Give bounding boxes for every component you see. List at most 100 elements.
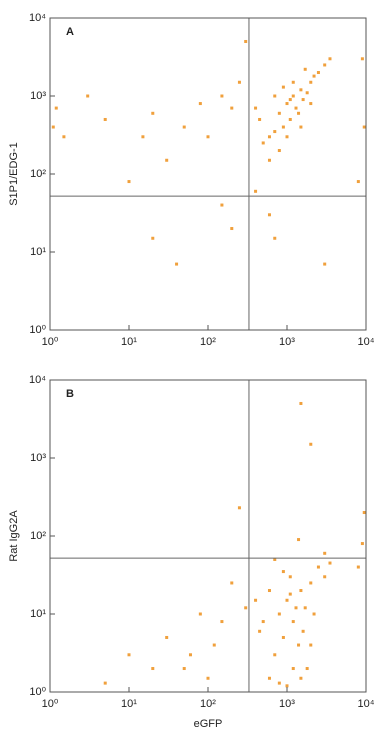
data-point [254,189,258,193]
data-point [151,667,155,671]
data-point [277,149,281,153]
data-point [254,598,258,602]
y-tick-label: 10² [30,530,46,542]
data-point [151,236,155,240]
data-point [309,442,313,446]
data-point [323,575,327,579]
data-point [328,57,332,61]
data-point [299,676,303,680]
data-point [305,667,309,671]
data-point [301,629,305,633]
data-point [277,612,281,616]
data-point [175,262,179,266]
panel-label: A [66,26,74,38]
data-point [258,117,262,121]
data-point [281,635,285,639]
x-tick-label: 10³ [279,698,295,710]
data-point [299,125,303,129]
data-point [360,542,364,546]
y-tick-label: 10⁰ [29,686,46,698]
plot-frame [49,17,367,331]
data-point [285,598,289,602]
data-point [198,102,202,106]
data-point [62,135,66,139]
data-point [323,63,327,67]
data-point [305,91,309,95]
data-point [220,203,224,207]
data-point [212,643,216,647]
data-point [267,213,271,217]
data-point [258,629,262,633]
data-point [230,227,234,231]
data-point [54,106,58,110]
x-tick-label: 10⁰ [42,698,59,710]
x-tick-label: 10² [200,698,216,710]
data-point [299,401,303,405]
data-point [230,106,234,110]
data-point [261,141,265,145]
data-point [103,681,107,685]
y-tick-label: 10⁴ [29,374,46,386]
data-point [267,676,271,680]
data-point [151,111,155,115]
data-point [198,612,202,616]
data-point [309,102,313,106]
data-point [261,620,265,624]
y-tick-label: 10¹ [30,246,46,258]
data-point [277,681,281,685]
data-point [281,125,285,129]
data-point [141,135,145,139]
data-point [285,102,289,106]
data-point [86,94,90,98]
data-point [273,557,277,561]
data-point [362,511,366,515]
x-tick-label: 10¹ [121,698,137,710]
panel-label: B [66,388,74,400]
x-tick-label: 10⁰ [42,336,59,348]
y-axis-label: Rat IgG2A [8,510,20,562]
data-point [277,111,281,115]
data-point [285,135,289,139]
data-point [316,71,320,75]
data-point [273,130,277,134]
data-point [220,620,224,624]
data-point [291,667,295,671]
data-point [244,606,248,610]
data-point [356,565,360,569]
data-point [316,565,320,569]
data-point [51,125,55,129]
data-point [273,236,277,240]
data-point [323,262,327,266]
x-tick-label: 10³ [279,336,295,348]
data-point [309,80,313,84]
data-point [267,135,271,139]
data-point [285,684,289,688]
data-point [188,653,192,657]
data-point [281,85,285,89]
data-point [103,117,107,121]
x-axis-label: eGFP [194,718,223,730]
y-tick-label: 10² [30,168,46,180]
data-point [281,570,285,574]
data-point [288,117,292,121]
data-point [288,575,292,579]
data-point [237,80,241,84]
data-point [360,57,364,61]
data-point [294,106,298,110]
data-point [301,98,305,102]
data-point [267,158,271,162]
x-tick-label: 10⁴ [358,698,375,710]
data-point [288,98,292,102]
data-point [230,581,234,585]
data-point [294,606,298,610]
data-point [299,589,303,593]
data-point [288,592,292,596]
data-point [356,180,360,184]
data-point [267,589,271,593]
data-point [127,653,131,657]
data-point [165,158,169,162]
y-tick-label: 10³ [30,90,46,102]
data-point [303,67,307,71]
data-point [127,180,131,184]
